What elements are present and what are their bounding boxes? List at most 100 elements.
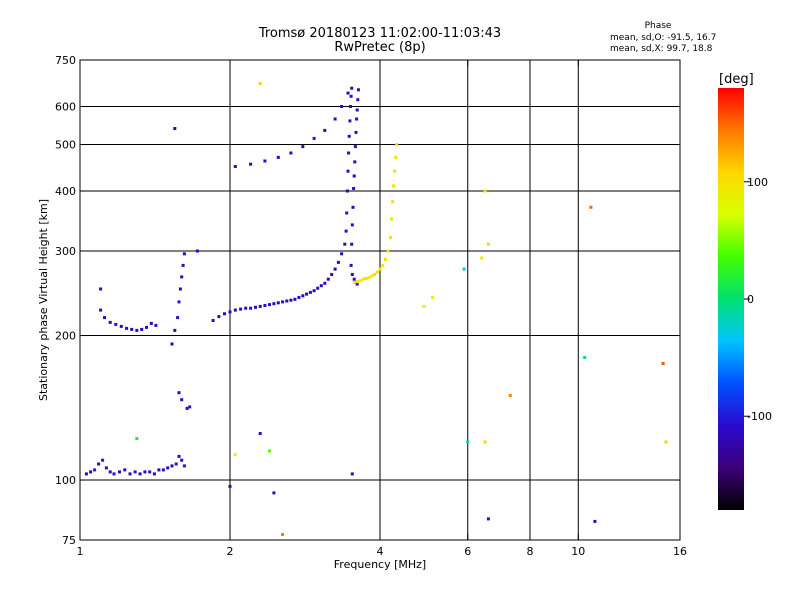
data-point: [386, 249, 390, 253]
data-point: [217, 315, 221, 319]
data-point: [583, 356, 587, 359]
data-point: [340, 105, 344, 108]
series-O: [84, 86, 597, 523]
data-point: [249, 306, 253, 310]
y-tick-label: 75: [62, 534, 76, 547]
data-point: [343, 242, 347, 246]
data-point: [276, 301, 280, 305]
x-tick-label: 10: [571, 545, 585, 558]
data-point: [431, 296, 435, 299]
data-point: [367, 276, 371, 280]
colorbar-tick-label: 0: [747, 293, 754, 306]
data-point: [391, 200, 395, 204]
data-point: [347, 134, 351, 138]
data-point: [375, 270, 379, 274]
data-point: [346, 169, 350, 173]
data-point: [176, 316, 180, 320]
data-point: [336, 260, 340, 264]
colorbar-tick-label: 100: [747, 176, 768, 189]
data-point: [349, 94, 353, 98]
data-point: [346, 91, 350, 95]
data-point: [173, 328, 177, 332]
data-point: [272, 491, 276, 495]
data-point: [181, 263, 185, 267]
data-point: [319, 284, 323, 288]
data-point: [135, 437, 139, 441]
data-point: [244, 306, 248, 310]
data-point: [101, 458, 105, 462]
data-point: [390, 217, 394, 221]
data-point: [170, 464, 174, 468]
data-point: [263, 304, 267, 307]
data-point: [350, 242, 354, 246]
data-point: [323, 281, 327, 285]
data-point: [97, 462, 101, 466]
data-point: [358, 279, 362, 283]
data-point: [228, 310, 232, 314]
data-point: [301, 145, 305, 149]
data-point: [348, 119, 352, 123]
data-point: [285, 299, 289, 303]
x-tick-label: 8: [527, 545, 534, 558]
data-point: [258, 304, 262, 308]
data-point: [381, 263, 385, 267]
data-point: [350, 86, 354, 90]
y-tick-label: 500: [55, 139, 76, 152]
data-point: [182, 252, 186, 256]
data-points: [84, 82, 668, 536]
data-point: [128, 472, 132, 476]
data-point: [233, 308, 237, 312]
data-point: [140, 327, 144, 331]
data-point: [135, 328, 139, 332]
data-point: [353, 145, 357, 149]
data-point: [249, 162, 253, 166]
data-point: [154, 323, 158, 327]
data-point: [351, 205, 355, 209]
data-point: [316, 286, 320, 290]
data-point: [353, 160, 357, 164]
data-point: [173, 127, 177, 130]
colorbar: [718, 88, 744, 510]
data-point: [258, 82, 262, 85]
data-point: [180, 275, 184, 279]
data-point: [254, 305, 257, 309]
data-point: [180, 398, 184, 402]
data-point: [661, 361, 665, 365]
x-tick-label: 16: [673, 545, 687, 558]
data-point: [312, 136, 316, 140]
data-point: [326, 277, 330, 281]
y-tick-label: 600: [55, 101, 76, 114]
data-point: [99, 308, 103, 312]
data-point: [84, 472, 88, 476]
data-point: [364, 277, 368, 280]
data-point: [149, 321, 153, 325]
data-point: [373, 273, 376, 276]
data-point: [89, 470, 93, 474]
x-tick-label: 2: [227, 545, 234, 558]
data-point: [119, 324, 123, 328]
data-point: [301, 294, 305, 298]
data-point: [123, 468, 127, 472]
data-point: [664, 440, 668, 444]
data-point: [170, 342, 174, 346]
y-axis-label: Stationary phase Virtual Height [km]: [37, 199, 50, 401]
data-point: [108, 470, 112, 474]
y-tick-label: 300: [55, 245, 76, 258]
data-point: [349, 263, 353, 267]
data-point: [352, 187, 356, 190]
data-point: [143, 470, 147, 474]
data-point: [312, 289, 316, 293]
data-point: [355, 280, 359, 284]
data-point: [228, 484, 232, 488]
data-point: [211, 319, 215, 322]
data-point: [268, 449, 271, 453]
data-point: [345, 189, 349, 193]
data-point: [483, 189, 487, 193]
data-point: [355, 117, 359, 121]
data-point: [177, 300, 181, 304]
data-point: [355, 282, 359, 286]
data-point: [462, 267, 466, 271]
data-point: [188, 405, 192, 409]
data-point: [483, 440, 487, 444]
